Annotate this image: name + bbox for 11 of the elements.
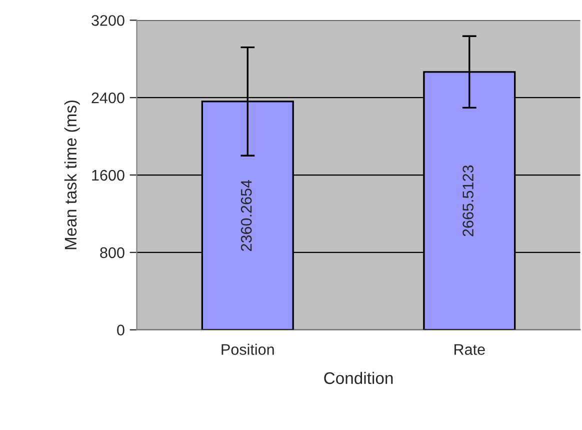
data-label: 2665.5123	[462, 165, 474, 236]
y-tick-label: 800	[100, 247, 124, 258]
y-tick-label: 1600	[92, 170, 124, 181]
y-tick-label: 3200	[92, 15, 124, 26]
data-label: 2360.2654	[240, 180, 252, 251]
x-tick-label: Rate	[454, 344, 485, 355]
y-axis-title: Mean task time (ms)	[64, 100, 80, 250]
x-tick-label: Position	[222, 344, 274, 355]
y-tick-label: 0	[117, 324, 124, 336]
y-tick-label: 2400	[92, 92, 124, 104]
x-axis-title: Condition	[324, 372, 393, 384]
